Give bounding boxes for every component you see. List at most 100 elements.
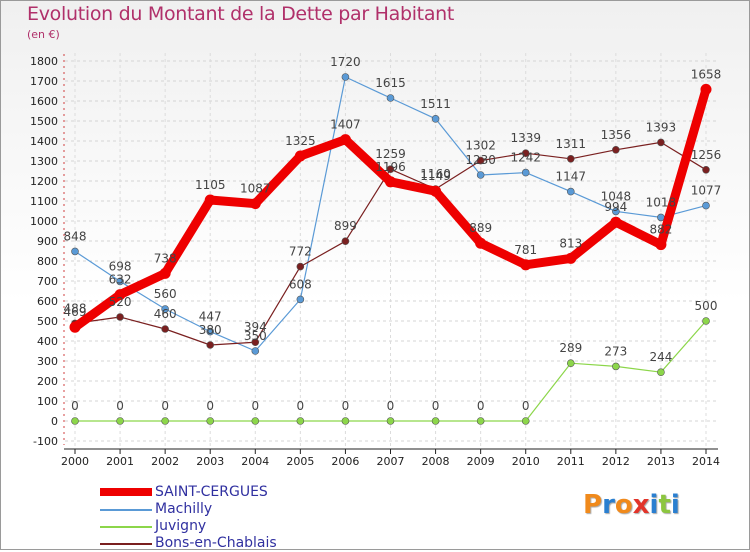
data-point bbox=[251, 338, 260, 347]
y-tick-label: 1700 bbox=[30, 75, 58, 88]
data-label: 1720 bbox=[330, 55, 361, 69]
data-label: 488 bbox=[64, 301, 87, 315]
data-point bbox=[296, 417, 305, 425]
data-label: 0 bbox=[477, 399, 485, 413]
y-tick-label: 300 bbox=[37, 355, 58, 368]
data-label: 500 bbox=[695, 299, 718, 313]
data-label: 289 bbox=[559, 341, 582, 355]
y-tick-label: 100 bbox=[37, 395, 58, 408]
data-point bbox=[386, 417, 395, 425]
legend-label-saint-cergues: SAINT-CERGUES bbox=[155, 484, 268, 500]
data-label: 1356 bbox=[601, 128, 632, 142]
data-label: 781 bbox=[514, 243, 537, 257]
x-tick-label: 2013 bbox=[647, 455, 675, 468]
legend-swatch-machilly bbox=[100, 509, 152, 511]
y-tick-label: 1200 bbox=[30, 175, 58, 188]
data-label: 469 bbox=[64, 305, 87, 319]
data-point bbox=[251, 347, 260, 355]
data-label: 882 bbox=[649, 223, 672, 237]
data-point bbox=[339, 134, 351, 146]
x-tick-label: 2005 bbox=[286, 455, 314, 468]
data-label: 0 bbox=[387, 399, 395, 413]
data-label: 0 bbox=[522, 399, 530, 413]
data-point bbox=[521, 149, 530, 157]
x-tick-label: 2006 bbox=[331, 455, 359, 468]
y-tick-label: 1000 bbox=[30, 215, 58, 228]
data-point bbox=[161, 305, 169, 313]
line-chart: -100010020030040050060070080090010001100… bbox=[30, 53, 722, 468]
data-label: 889 bbox=[469, 221, 492, 235]
data-point bbox=[386, 94, 395, 102]
x-tick-label: 2010 bbox=[512, 455, 540, 468]
data-point bbox=[206, 341, 215, 349]
data-point bbox=[521, 417, 530, 425]
data-label: 848 bbox=[64, 229, 87, 243]
data-label: 899 bbox=[334, 219, 357, 233]
data-point bbox=[520, 259, 532, 271]
data-point bbox=[566, 155, 575, 163]
data-label: 0 bbox=[297, 399, 305, 413]
data-point bbox=[249, 198, 261, 210]
data-label: 0 bbox=[116, 399, 124, 413]
data-point bbox=[612, 207, 620, 216]
data-label: 813 bbox=[559, 236, 582, 250]
x-tick-label: 2014 bbox=[692, 455, 720, 468]
data-label: 608 bbox=[289, 277, 312, 291]
data-point bbox=[657, 138, 665, 147]
data-point bbox=[71, 417, 79, 425]
data-point bbox=[341, 417, 350, 425]
y-tick-label: 800 bbox=[37, 255, 58, 268]
y-tick-label: 1400 bbox=[30, 135, 58, 148]
data-label: 1196 bbox=[375, 160, 406, 174]
data-label: 394 bbox=[244, 320, 267, 334]
data-point bbox=[116, 417, 124, 425]
chart-unit: (en €) bbox=[27, 28, 60, 41]
y-tick-label: 400 bbox=[37, 335, 58, 348]
data-point bbox=[296, 295, 305, 304]
data-label: 447 bbox=[199, 310, 222, 324]
data-label: 994 bbox=[604, 200, 627, 214]
data-label: 1242 bbox=[510, 151, 541, 165]
legend-swatch-saint-cergues bbox=[100, 488, 152, 496]
data-label: 1256 bbox=[691, 148, 722, 162]
data-point bbox=[476, 171, 485, 179]
data-label: 1658 bbox=[691, 67, 722, 81]
x-tick-label: 2011 bbox=[557, 455, 585, 468]
data-label: 1339 bbox=[510, 131, 541, 145]
y-tick-label: 1500 bbox=[30, 115, 58, 128]
data-point bbox=[341, 73, 350, 81]
legend-swatch-bons-en-chablais bbox=[100, 543, 152, 545]
data-label: 0 bbox=[432, 399, 440, 413]
data-point bbox=[204, 194, 216, 206]
data-point bbox=[565, 252, 577, 264]
x-tick-label: 2009 bbox=[467, 455, 495, 468]
data-point bbox=[385, 176, 396, 188]
data-label: 1393 bbox=[646, 120, 677, 134]
x-tick-label: 2003 bbox=[196, 455, 224, 468]
y-tick-label: 600 bbox=[37, 295, 58, 308]
data-point bbox=[430, 185, 442, 197]
x-tick-label: 2000 bbox=[61, 455, 89, 468]
y-tick-label: -100 bbox=[33, 435, 58, 448]
data-point bbox=[657, 368, 665, 377]
legend-label-machilly: Machilly bbox=[155, 501, 213, 517]
data-label: 0 bbox=[206, 399, 214, 413]
data-point bbox=[206, 417, 215, 425]
data-point bbox=[566, 187, 575, 196]
data-point bbox=[612, 146, 620, 154]
data-label: 1160 bbox=[420, 167, 451, 181]
data-point bbox=[612, 362, 620, 371]
y-tick-label: 0 bbox=[51, 415, 58, 428]
data-point bbox=[341, 237, 350, 245]
data-point bbox=[657, 213, 665, 222]
data-label: 0 bbox=[342, 399, 350, 413]
data-label: 273 bbox=[604, 344, 627, 358]
data-label: 1087 bbox=[240, 182, 271, 196]
data-label: 0 bbox=[251, 399, 259, 413]
data-point bbox=[69, 321, 81, 333]
proxiti-logo: Proxiti bbox=[583, 490, 680, 520]
data-point bbox=[294, 150, 306, 162]
data-point bbox=[655, 239, 667, 251]
data-point bbox=[475, 237, 487, 249]
